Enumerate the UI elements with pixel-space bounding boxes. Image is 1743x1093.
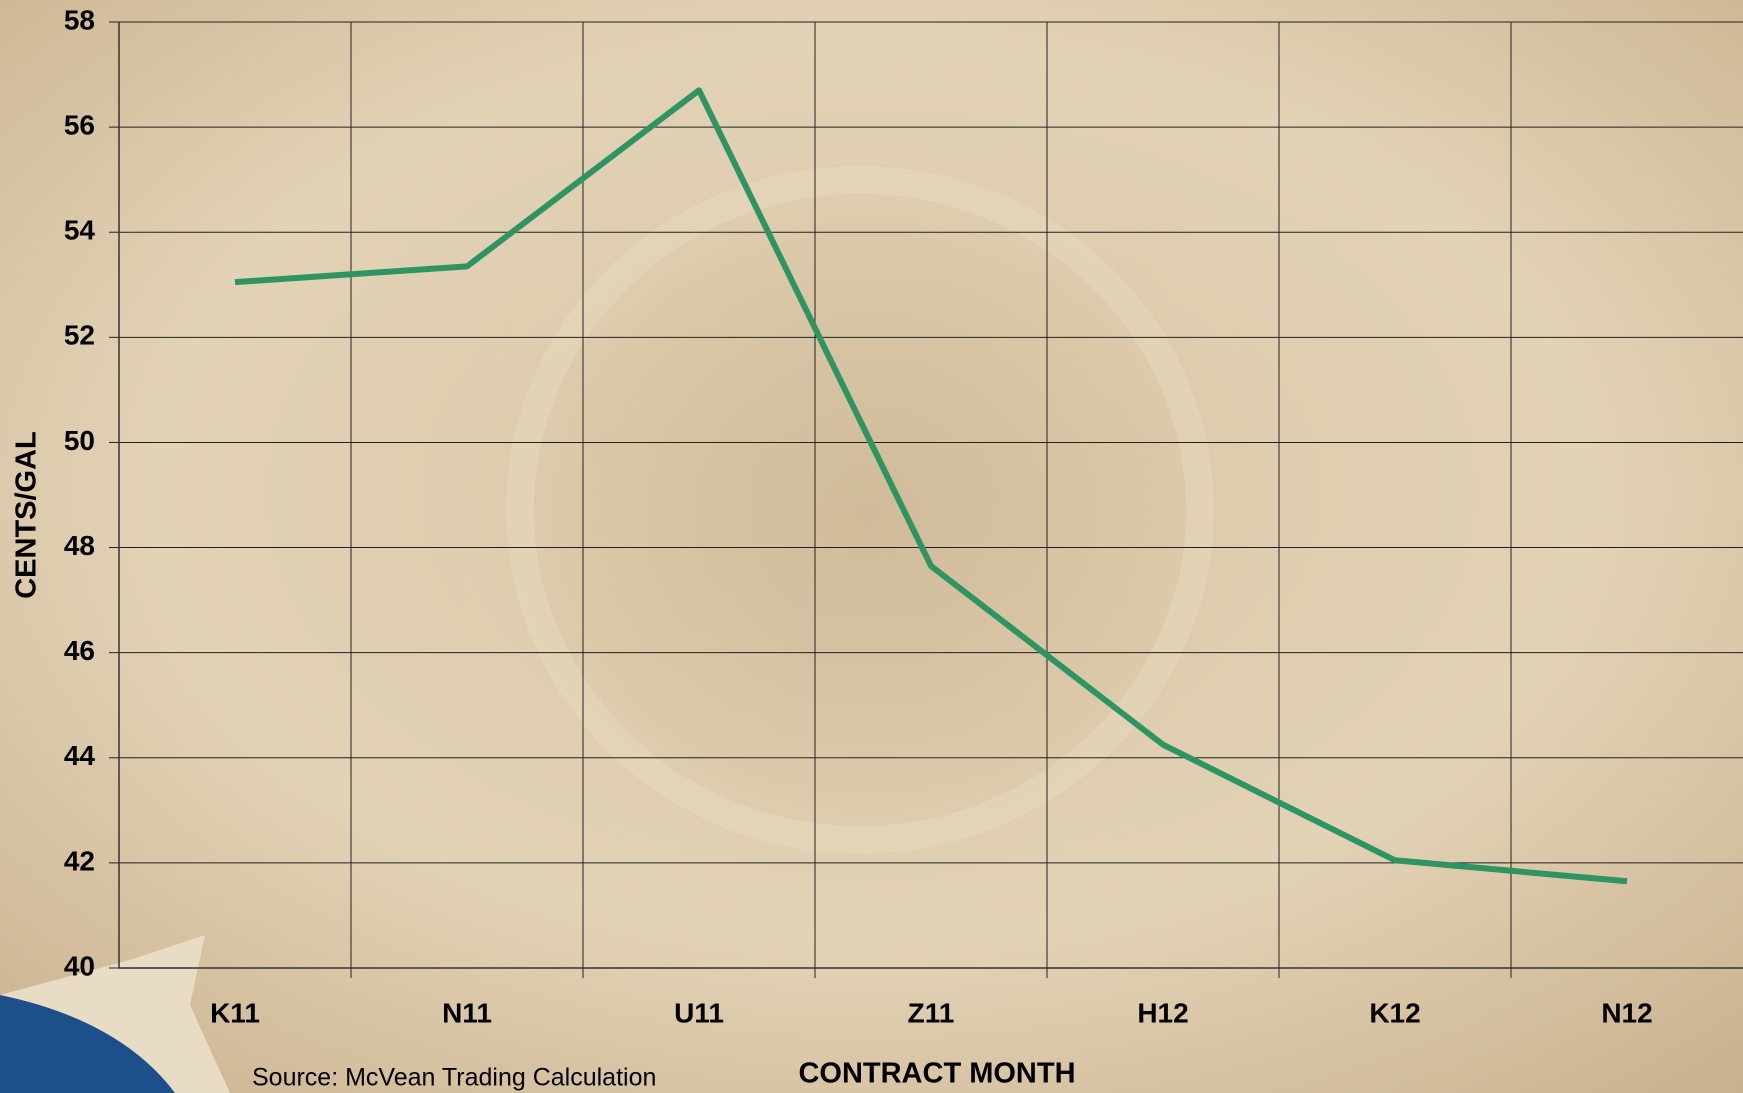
y-tick-label: 50 (64, 425, 95, 456)
background-decoration (506, 166, 1214, 854)
y-tick-label: 44 (64, 740, 96, 771)
x-tick-label: K11 (210, 997, 260, 1028)
y-tick-label: 42 (64, 845, 95, 876)
y-tick-label: 48 (64, 530, 95, 561)
x-tick-label: U11 (674, 997, 724, 1028)
x-tick-label: Z11 (908, 997, 955, 1028)
series-line (234, 87, 1628, 885)
source-note: Source: McVean Trading Calculation (252, 1064, 656, 1092)
x-tick-label: N12 (1601, 997, 1652, 1028)
y-axis-title: CENTS/GAL (11, 431, 43, 599)
background-decoration (450, 120, 1290, 920)
y-tick-label: 40 (64, 950, 95, 981)
y-tick-label: 46 (64, 635, 95, 666)
x-tick-label: K12 (1369, 997, 1420, 1028)
corner-logo (0, 995, 175, 1093)
y-tick-label: 58 (64, 4, 95, 35)
x-axis-title: CONTRACT MONTH (798, 1058, 1075, 1090)
y-tick-label: 52 (64, 320, 95, 351)
x-tick-label: H12 (1137, 997, 1188, 1028)
y-tick-label: 56 (64, 110, 95, 141)
x-tick-label: N11 (442, 997, 492, 1028)
y-tick-label: 54 (64, 215, 96, 246)
